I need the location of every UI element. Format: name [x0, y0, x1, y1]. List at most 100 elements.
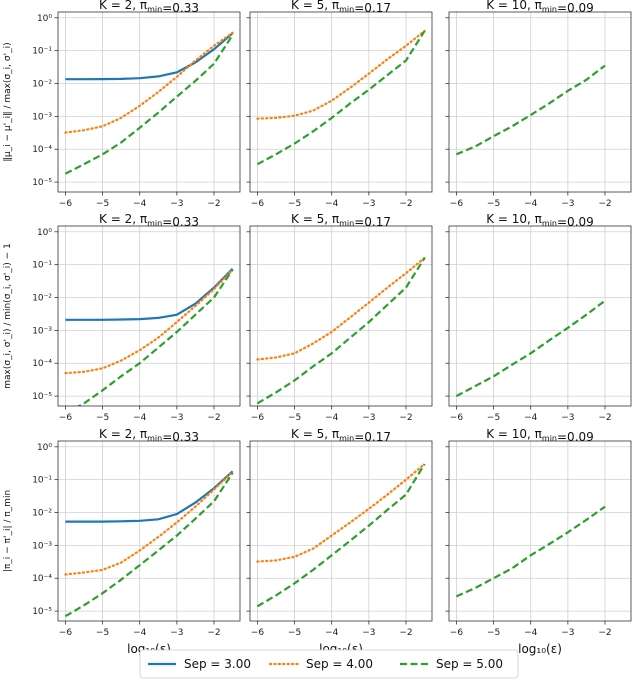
legend-box	[139, 649, 519, 679]
y-tick-label: 10⁻³	[32, 326, 52, 336]
panel-r0-c2: −6 −5 −4 −3 −2 K = 10, πmin=0.09	[445, 0, 632, 209]
x-tick-label: −4	[524, 628, 538, 638]
y-tick-label: 10⁰	[37, 443, 52, 453]
y-tick-label: 10⁻²	[32, 294, 52, 304]
panel-title: K = 2, πmin=0.33	[99, 212, 199, 229]
axes-frame	[448, 11, 632, 193]
series-line	[64, 268, 234, 375]
x-tick-label: −5	[96, 628, 109, 638]
x-tick-label: −3	[362, 413, 375, 423]
x-tick-label: −6	[59, 628, 73, 638]
panel-title: K = 5, πmin=0.17	[291, 427, 391, 444]
y-tick-label: 10⁻⁵	[32, 607, 52, 617]
x-tick-label: −5	[288, 413, 301, 423]
x-axis-label: log₁₀(ε)	[518, 642, 562, 656]
legend-label: Sep = 4.00	[306, 657, 373, 671]
panel-title: K = 5, πmin=0.17	[291, 212, 391, 229]
x-tick-label: −4	[133, 413, 147, 423]
x-tick-label: −3	[170, 413, 183, 423]
series-line	[76, 269, 234, 406]
panel-title: K = 10, πmin=0.09	[486, 212, 594, 229]
series-line	[256, 256, 426, 361]
y-tick-label: 10⁻⁴	[32, 574, 52, 584]
panel-title: K = 10, πmin=0.09	[486, 0, 594, 15]
panel-r1-c1: −6 −5 −4 −3 −2 K = 5, πmin=0.17	[246, 212, 433, 423]
panel-title: K = 10, πmin=0.09	[486, 427, 594, 444]
x-tick-label: −2	[598, 413, 611, 423]
x-tick-label: −6	[59, 199, 73, 209]
x-tick-label: −6	[251, 628, 265, 638]
x-tick-label: −3	[362, 628, 375, 638]
y-tick-label: 10⁻¹	[32, 476, 52, 486]
x-tick-label: −5	[487, 628, 500, 638]
y-axis-label: ‖μ_i − μ'_i‖ / max(σ_i, σ'_i)	[3, 42, 13, 161]
panel-r2-c2: −6 −5 −4 −3 −2 K = 10, πmin=0.09 log₁₀(ε)	[445, 427, 632, 656]
x-tick-label: −6	[59, 413, 73, 423]
series-line	[455, 64, 606, 156]
x-tick-label: −4	[325, 628, 339, 638]
x-tick-label: −4	[133, 199, 147, 209]
x-tick-label: −2	[207, 628, 220, 638]
x-tick-label: −2	[207, 413, 220, 423]
axes-frame	[448, 225, 632, 407]
series-line	[256, 462, 426, 563]
x-tick-label: −3	[170, 199, 183, 209]
x-tick-label: −5	[288, 199, 301, 209]
y-tick-label: 10⁻³	[32, 112, 52, 122]
series-line	[256, 257, 426, 405]
y-axis-label: max(σ_i, σ'_i) / min(σ_i, σ'_i) − 1	[3, 243, 13, 389]
y-axis-label: |π_i − π'_i| / π_min	[3, 490, 13, 572]
x-tick-label: −6	[450, 199, 464, 209]
y-tick-label: 10⁻²	[32, 509, 52, 519]
panel-title: K = 2, πmin=0.33	[99, 0, 199, 15]
series-line	[455, 299, 606, 398]
y-tick-label: 10⁰	[37, 228, 52, 238]
x-tick-label: −4	[524, 413, 538, 423]
series-line	[455, 505, 606, 598]
y-tick-label: 10⁻¹	[32, 47, 52, 57]
series-line	[64, 472, 234, 618]
series-line	[256, 30, 426, 166]
axes-frame	[57, 440, 241, 622]
x-tick-label: −5	[487, 413, 500, 423]
panel-r1-c0: −6 −5 −4 −3 −2 10⁻⁵ 10⁻⁴ 10⁻³ 10⁻² 10⁻¹ 10⁰ K = 2, …	[3, 212, 241, 423]
x-tick-label: −5	[288, 628, 301, 638]
x-tick-label: −2	[399, 413, 412, 423]
y-tick-label: 10⁻⁵	[32, 392, 52, 402]
y-tick-label: 10⁻⁵	[32, 178, 52, 188]
legend-label: Sep = 3.00	[184, 657, 251, 671]
axes-frame	[448, 440, 632, 622]
x-tick-label: −4	[325, 199, 339, 209]
x-tick-label: −2	[598, 199, 611, 209]
x-tick-label: −4	[524, 199, 538, 209]
x-tick-label: −2	[399, 199, 412, 209]
series-line	[65, 268, 234, 321]
axes-frame	[57, 11, 241, 193]
x-tick-label: −6	[450, 628, 464, 638]
x-tick-label: −5	[96, 199, 109, 209]
x-tick-label: −3	[561, 199, 574, 209]
x-tick-label: −2	[399, 628, 412, 638]
legend: Sep = 3.00 Sep = 4.00 Sep = 5.00	[139, 649, 519, 679]
x-tick-label: −3	[561, 628, 574, 638]
series-line	[64, 471, 234, 576]
axes-frame	[249, 225, 433, 407]
series-line	[65, 470, 234, 523]
panel-r1-c2: −6 −5 −4 −3 −2 K = 10, πmin=0.09	[445, 212, 632, 423]
x-tick-label: −6	[450, 413, 464, 423]
x-tick-label: −6	[251, 413, 265, 423]
panel-r0-c1: −6 −5 −4 −3 −2 K = 5, πmin=0.17	[246, 0, 433, 209]
x-tick-label: −3	[170, 628, 183, 638]
y-tick-label: 10⁻³	[32, 541, 52, 551]
x-tick-label: −2	[207, 199, 220, 209]
y-tick-label: 10⁻⁴	[32, 145, 52, 155]
axes-frame	[249, 11, 433, 193]
panel-r2-c0: −6 −5 −4 −3 −2 10⁻⁵ 10⁻⁴ 10⁻³ 10⁻² 10⁻¹ 10⁰ K = 2, …	[3, 427, 241, 656]
x-tick-label: −2	[598, 628, 611, 638]
x-tick-label: −3	[362, 199, 375, 209]
series-line	[256, 463, 426, 608]
x-tick-label: −3	[561, 413, 574, 423]
axes-frame	[57, 225, 241, 407]
